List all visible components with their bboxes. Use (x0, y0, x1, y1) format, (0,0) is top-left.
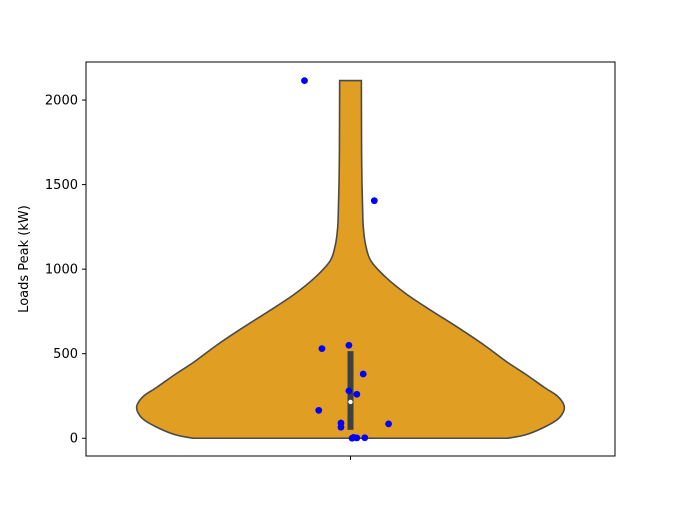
data-point (337, 423, 345, 431)
data-point (301, 77, 308, 84)
violin-body (135, 79, 566, 440)
y-tick-label: 1500 (45, 178, 78, 193)
data-point (318, 345, 326, 353)
y-axis-label: Loads Peak (kW) (17, 205, 32, 313)
data-point (348, 434, 356, 442)
data-point (370, 197, 378, 205)
plot-area (135, 77, 566, 442)
data-point (315, 406, 323, 414)
data-point (385, 420, 392, 428)
data-point (345, 341, 353, 349)
y-tick-label: 2000 (45, 94, 78, 109)
y-tick-label: 500 (53, 347, 78, 362)
data-point (353, 390, 361, 398)
data-point (359, 370, 367, 378)
data-points (301, 77, 392, 442)
data-point (345, 387, 353, 395)
y-tick-label: 1000 (45, 263, 78, 278)
data-point (361, 434, 369, 442)
y-tick-label: 0 (70, 432, 78, 447)
median-marker (348, 399, 353, 405)
y-axis-ticks: 0 500 1000 1500 2000 (45, 94, 86, 447)
